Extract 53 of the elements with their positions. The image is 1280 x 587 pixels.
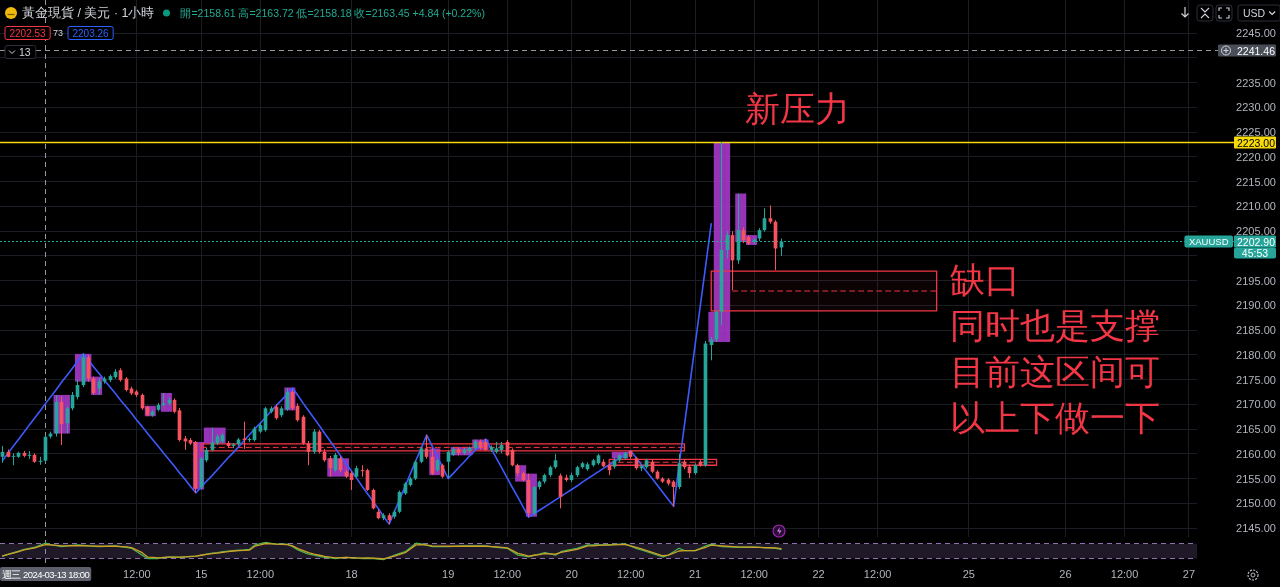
y-tick-label: 2235.00 (1236, 76, 1276, 89)
x-tick-label: 12:00 (740, 568, 768, 580)
x-tick-label: 12:00 (863, 568, 892, 580)
y-tick-label: 2160.00 (1236, 447, 1276, 460)
y-tick-label: 2150.00 (1236, 497, 1276, 510)
y-tick-label: 2185.00 (1236, 324, 1276, 337)
text: 開=2158.61 高=2163.72 低=2158.18 收=2163.45 +4.84 (+0.22%) (180, 7, 485, 19)
y-tick-label: 2220.00 (1236, 150, 1276, 163)
annotation: 2203.26 (67, 26, 114, 40)
y-tick-label: 2175.00 (1236, 373, 1276, 386)
x-tick-label: 26 (1059, 568, 1072, 580)
x-tick-label: 19 (442, 568, 455, 580)
x-crosshair-label: 週三 2024-03-13 18:00 (0, 567, 92, 581)
annotation: 13 (4, 45, 37, 59)
x-tick-label: 21 (688, 568, 702, 580)
x-tick-label: 25 (962, 568, 975, 580)
y-tick-label: 2245.00 (1236, 27, 1276, 40)
x-tick-label: 12:00 (123, 568, 151, 580)
y-tick-label: 2210.00 (1236, 200, 1276, 213)
annotation: 2203.26 (72, 27, 110, 39)
x-tick-label: 20 (565, 568, 578, 580)
annotation: USD (1237, 4, 1280, 22)
y-tick-label: 2155.00 (1236, 472, 1276, 485)
annotation: 缺口 (950, 259, 1020, 299)
x-tick-label: 27 (1182, 568, 1196, 580)
annotation: 45:53 (1234, 247, 1276, 259)
y-tick-label: 2225.00 (1236, 126, 1276, 139)
y-tick-label: 2205.00 (1236, 225, 1276, 238)
x-tick-label: 22 (812, 568, 825, 580)
x-tick-label: 18 (345, 568, 358, 580)
annotation: 新压力 (745, 88, 850, 128)
y-tick-label: 2190.00 (1236, 299, 1276, 312)
x-tick-label: 15 (195, 568, 208, 580)
y-tick-label: 2145.00 (1236, 522, 1276, 535)
y-tick-label: 2215.00 (1236, 175, 1276, 188)
y-tick-label: 2195.00 (1236, 274, 1276, 287)
x-tick-label: 12:00 (616, 568, 645, 580)
annotation: 2202.53 (4, 26, 51, 40)
ref-line-label: 2241.46 (1237, 44, 1276, 57)
x-tick-label: 12:00 (1110, 568, 1139, 580)
annotation: XAUUSD (1188, 236, 1229, 247)
y-tick-label: 2180.00 (1236, 348, 1276, 361)
y-tick-label: 2230.00 (1236, 101, 1276, 114)
x-tick-label: 12:00 (246, 568, 275, 580)
y-tick-label: 2170.00 (1236, 398, 1276, 411)
annotation: 73 (53, 28, 63, 38)
y-tick-label: 2165.00 (1236, 423, 1276, 436)
text: 黃金現貨 / 美元 · 1小時 (22, 5, 155, 20)
annotation: 13 (19, 46, 31, 58)
annotation: 目前这区间可以上下做一下 (950, 351, 1160, 437)
x-tick-label: 12:00 (493, 568, 522, 580)
annotation: 2202.53 (9, 27, 47, 39)
annotation: 同时也是支撑 (950, 305, 1160, 345)
